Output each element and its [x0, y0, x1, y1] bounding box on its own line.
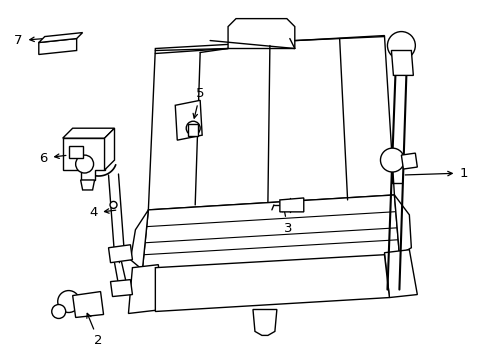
Polygon shape	[390, 50, 412, 75]
Circle shape	[58, 291, 80, 312]
Polygon shape	[108, 245, 132, 263]
Polygon shape	[39, 39, 77, 54]
Circle shape	[52, 305, 65, 319]
Polygon shape	[279, 198, 303, 212]
Polygon shape	[175, 100, 202, 140]
Polygon shape	[104, 128, 114, 170]
Circle shape	[386, 32, 414, 59]
Text: 6: 6	[40, 152, 66, 165]
Polygon shape	[81, 180, 94, 190]
Polygon shape	[384, 250, 416, 298]
Circle shape	[380, 148, 404, 172]
Polygon shape	[128, 265, 162, 314]
Polygon shape	[227, 19, 294, 49]
Text: 2: 2	[87, 313, 102, 347]
Bar	[68, 146, 82, 158]
Polygon shape	[62, 138, 104, 180]
Text: 5: 5	[193, 87, 204, 118]
Polygon shape	[39, 32, 82, 42]
Polygon shape	[110, 280, 132, 297]
Polygon shape	[130, 210, 148, 270]
Polygon shape	[155, 255, 388, 311]
Polygon shape	[188, 124, 198, 136]
Polygon shape	[142, 195, 399, 270]
Polygon shape	[401, 153, 416, 169]
Text: 3: 3	[282, 207, 291, 235]
Polygon shape	[62, 128, 114, 138]
Polygon shape	[394, 195, 410, 255]
Circle shape	[76, 155, 93, 173]
Polygon shape	[73, 292, 103, 318]
Text: 7: 7	[14, 34, 42, 47]
Text: 1: 1	[405, 167, 467, 180]
Polygon shape	[252, 310, 276, 336]
Circle shape	[110, 201, 117, 208]
Circle shape	[186, 121, 200, 135]
Polygon shape	[148, 36, 394, 210]
Text: 4: 4	[89, 206, 116, 219]
